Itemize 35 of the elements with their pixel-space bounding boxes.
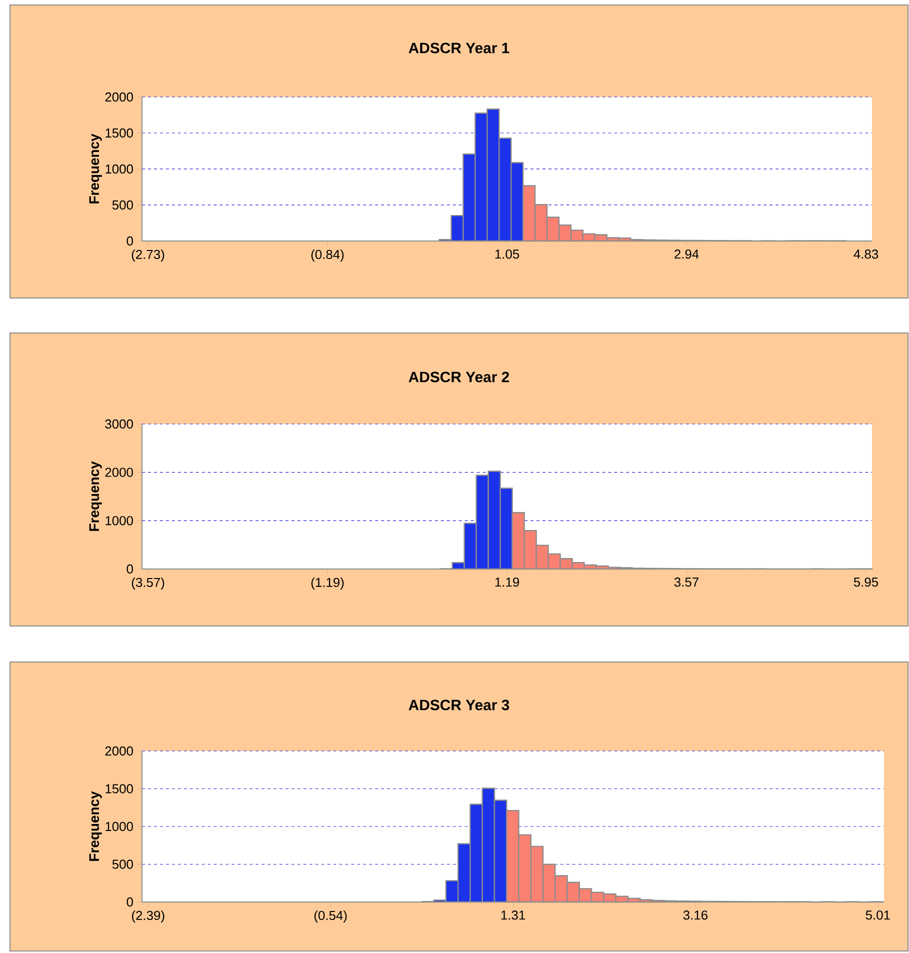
x-tick-label: 5.01 <box>866 910 890 920</box>
x-tick-label: 5.95 <box>854 578 878 587</box>
chart-title: ADSCR Year 3 <box>408 700 510 710</box>
y-tick-label: 1000 <box>106 164 133 174</box>
chart-title: ADSCR Year 2 <box>408 372 510 382</box>
y-tick-label: 3000 <box>105 419 133 429</box>
y-tick-label: 2000 <box>105 746 133 756</box>
y-tick-label: 1000 <box>106 516 133 526</box>
x-tick-label: 3.57 <box>674 578 698 587</box>
x-tick-label: 3.16 <box>683 910 708 920</box>
chart-title: ADSCR Year 1 <box>408 42 510 54</box>
y-tick-label: 0 <box>126 897 133 907</box>
x-tick-label: (2.73) <box>132 250 164 262</box>
y-tick-label: 2000 <box>105 92 133 102</box>
y-tick-label: 0 <box>126 236 133 246</box>
y-tick-label: 500 <box>112 860 133 869</box>
y-tick-label: 500 <box>112 200 133 210</box>
x-tick-label: 1.05 <box>495 250 520 259</box>
x-tick-label: (0.54) <box>314 910 347 923</box>
y-tick-label: 1000 <box>106 822 133 832</box>
x-tick-label: 1.19 <box>495 578 519 587</box>
y-axis-title: Frequency <box>89 134 102 204</box>
y-tick-label: 1500 <box>106 784 133 794</box>
x-tick-label: (3.57) <box>132 578 164 590</box>
x-tick-label: 2.94 <box>674 250 699 259</box>
y-tick-label: 1500 <box>106 128 133 138</box>
y-tick-label: 0 <box>126 564 133 574</box>
y-axis-title: Frequency <box>89 461 102 531</box>
x-tick-label: 4.83 <box>854 250 878 259</box>
y-tick-label: 2000 <box>105 468 133 477</box>
x-tick-label: (0.84) <box>311 250 344 262</box>
y-axis-title: Frequency <box>89 791 102 861</box>
x-tick-label: (1.19) <box>311 578 344 590</box>
x-tick-label: (2.39) <box>132 910 164 923</box>
x-tick-label: 1.31 <box>501 910 525 920</box>
